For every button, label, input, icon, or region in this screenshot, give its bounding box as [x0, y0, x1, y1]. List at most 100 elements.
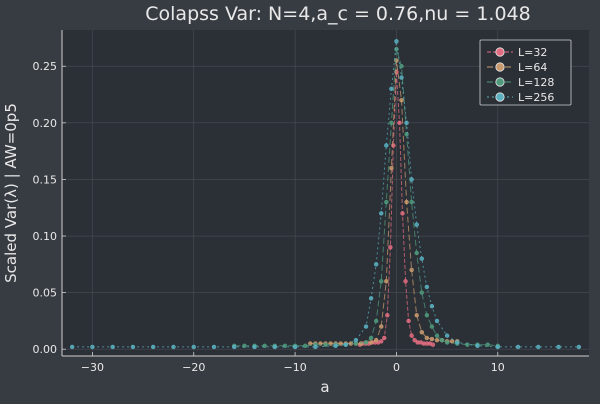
- data-point: [252, 344, 257, 350]
- data-point: [303, 343, 308, 349]
- data-point: [368, 335, 374, 341]
- data-point: [429, 336, 435, 342]
- series-layer: [69, 39, 582, 350]
- data-point: [400, 211, 405, 216]
- data-point: [232, 344, 237, 350]
- x-tick-label: −10: [283, 361, 306, 374]
- data-point: [389, 86, 394, 92]
- data-point: [130, 344, 136, 350]
- data-point: [388, 245, 393, 250]
- data-point: [363, 340, 369, 345]
- data-point: [465, 342, 470, 347]
- data-point: [399, 75, 404, 80]
- data-point: [409, 267, 414, 273]
- legend-label: L=128: [518, 76, 554, 89]
- data-point: [397, 120, 402, 126]
- tick-labels: −30 −20 −10 0 10 0.00 0.05 0.10 0.15 0.20 0.25: [33, 60, 505, 374]
- data-point: [373, 318, 379, 324]
- data-point: [384, 143, 389, 148]
- data-point: [382, 335, 387, 341]
- data-point: [384, 279, 389, 284]
- data-point: [444, 340, 450, 345]
- data-point: [556, 344, 561, 350]
- legend-marker: [495, 62, 505, 72]
- data-point: [90, 344, 95, 350]
- data-point: [439, 337, 445, 343]
- data-point: [292, 344, 298, 350]
- data-point: [368, 296, 374, 301]
- data-point: [394, 39, 399, 44]
- data-point: [406, 318, 411, 324]
- y-tick-label: 0.00: [33, 343, 58, 356]
- data-point: [69, 344, 75, 350]
- data-point: [485, 342, 490, 347]
- data-point: [434, 333, 440, 338]
- data-point: [404, 120, 409, 126]
- y-tick-label: 0.25: [33, 60, 58, 73]
- data-point: [211, 344, 217, 350]
- data-point: [424, 335, 430, 341]
- data-point: [353, 337, 359, 343]
- x-tick-label: −30: [81, 361, 104, 374]
- data-point: [424, 284, 430, 290]
- y-tick-label: 0.20: [33, 117, 58, 130]
- data-point: [444, 333, 450, 338]
- y-axis-label: Scaled Var(λ) | AW=0p5: [2, 103, 20, 283]
- data-point: [429, 324, 435, 329]
- data-point: [403, 279, 408, 284]
- data-point: [373, 337, 379, 343]
- data-point: [430, 342, 436, 347]
- data-point: [379, 211, 384, 216]
- data-point: [151, 344, 156, 350]
- legend-label: L=32: [518, 46, 547, 59]
- axes: [61, 30, 589, 357]
- data-point: [419, 256, 424, 261]
- data-point: [412, 337, 417, 343]
- data-point: [409, 177, 414, 182]
- legend-label: L=256: [518, 91, 554, 104]
- data-point: [419, 290, 424, 295]
- legend-marker: [495, 77, 505, 87]
- data-point: [191, 344, 196, 350]
- x-tick-label: 10: [491, 361, 505, 374]
- data-point: [385, 313, 390, 318]
- data-point: [343, 342, 348, 347]
- data-point: [404, 199, 409, 205]
- legend: L=32 L=64 L=128 L=256: [479, 39, 572, 106]
- data-point: [333, 343, 338, 349]
- data-point: [379, 324, 384, 329]
- legend-items: L=32 L=64 L=128 L=256: [487, 46, 554, 104]
- data-point: [536, 344, 541, 350]
- chart-title: Colapss Var: N=4,a_c = 0.76,nu = 1.048: [145, 3, 530, 25]
- legend-box: [479, 39, 572, 106]
- data-point: [434, 337, 440, 343]
- data-point: [323, 342, 328, 347]
- data-point: [358, 341, 364, 346]
- data-point: [368, 340, 374, 345]
- data-point: [414, 222, 419, 227]
- data-point: [272, 344, 278, 350]
- legend-label: L=64: [518, 61, 547, 74]
- legend-marker: [495, 92, 505, 102]
- data-point: [515, 344, 521, 350]
- data-point: [419, 330, 424, 335]
- data-point: [389, 165, 394, 171]
- data-point: [429, 303, 435, 309]
- x-tick-label: 0: [393, 361, 400, 374]
- data-point: [379, 339, 384, 344]
- data-point: [576, 344, 582, 350]
- data-point: [495, 344, 500, 350]
- x-axis-label: a: [320, 378, 329, 396]
- x-tick-label: −20: [182, 361, 205, 374]
- legend-marker: [495, 47, 505, 57]
- data-point: [171, 344, 176, 350]
- data-point: [455, 340, 460, 345]
- data-point: [475, 343, 480, 349]
- data-point: [338, 341, 343, 346]
- data-point: [434, 318, 440, 324]
- data-point: [384, 199, 389, 205]
- data-point: [313, 344, 318, 350]
- data-point: [409, 333, 414, 338]
